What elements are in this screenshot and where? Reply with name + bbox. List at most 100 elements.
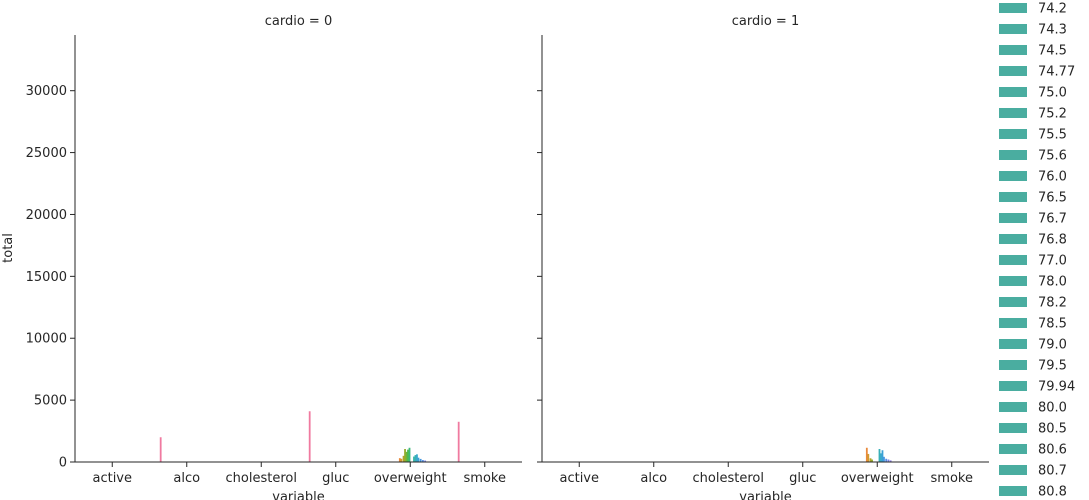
legend-swatch <box>999 423 1027 433</box>
y-axis-title: total <box>1 233 16 263</box>
bar-overweight <box>398 458 401 462</box>
y-tick-label: 10000 <box>26 332 67 347</box>
y-tick-label: 0 <box>59 456 67 471</box>
bar-overweight <box>419 458 422 462</box>
legend-label: 78.0 <box>1038 275 1067 290</box>
x-tick-label: cholesterol <box>226 471 297 486</box>
legend-label: 80.6 <box>1038 443 1067 458</box>
legend-swatch <box>999 444 1027 454</box>
bar-overweight <box>416 454 418 462</box>
bar-gluc <box>308 411 311 462</box>
x-tick-label: smoke <box>464 471 506 486</box>
bar-overweight <box>414 455 417 462</box>
legend-swatch <box>999 402 1027 412</box>
bar-overweight <box>424 460 427 462</box>
legend-swatch <box>999 66 1027 76</box>
legend-swatch <box>999 87 1027 97</box>
bar-overweight <box>402 455 405 462</box>
legend-swatch <box>999 45 1027 55</box>
legend-swatch <box>999 486 1027 496</box>
x-tick-label: overweight <box>841 471 914 486</box>
legend-label: 78.2 <box>1038 296 1067 311</box>
legend-swatch <box>999 276 1027 286</box>
legend-swatch <box>999 255 1027 265</box>
x-tick-label: alco <box>173 471 200 486</box>
legend-swatch <box>999 171 1027 181</box>
legend-label: 74.5 <box>1038 44 1067 59</box>
legend-label: 79.0 <box>1038 338 1067 353</box>
bar-overweight <box>400 458 403 462</box>
legend-swatch <box>999 297 1027 307</box>
bar-overweight <box>404 449 406 462</box>
bar-overweight <box>422 460 424 462</box>
legend-swatch <box>999 24 1027 34</box>
x-tick-label: overweight <box>374 471 447 486</box>
x-tick-label: active <box>92 471 132 486</box>
bar-overweight <box>405 451 408 462</box>
legend-label: 75.0 <box>1038 86 1067 101</box>
x-tick-label: smoke <box>931 471 973 486</box>
legend-label: 79.94 <box>1038 380 1075 395</box>
legend-label: 77.0 <box>1038 254 1067 269</box>
bar-overweight <box>889 460 892 462</box>
bar-overweight <box>881 450 884 462</box>
panel-title: cardio = 1 <box>732 14 799 29</box>
legend-label: 80.5 <box>1038 422 1067 437</box>
x-tick-label: active <box>559 471 599 486</box>
legend-label: 76.5 <box>1038 191 1067 206</box>
y-tick-label: 30000 <box>26 84 67 99</box>
legend-swatch <box>999 360 1027 370</box>
bar-smoke <box>457 421 460 462</box>
legend-label: 75.2 <box>1038 107 1067 122</box>
bar-overweight <box>883 456 885 462</box>
bar-overweight <box>869 458 872 462</box>
legend-swatch <box>999 192 1027 202</box>
x-tick-label: alco <box>640 471 667 486</box>
bar-overweight <box>878 449 881 462</box>
legend-swatch <box>999 465 1027 475</box>
legend-label: 74.77 <box>1038 65 1075 80</box>
legend-swatch <box>999 108 1027 118</box>
legend-label: 74.2 <box>1038 2 1067 17</box>
legend-label: 80.0 <box>1038 401 1067 416</box>
x-axis-title: variable <box>272 490 324 500</box>
x-tick-label: gluc <box>322 471 349 486</box>
legend-label: 75.5 <box>1038 128 1067 143</box>
legend-swatch <box>999 234 1027 244</box>
bar-overweight <box>408 447 411 462</box>
bar-overweight <box>887 459 890 462</box>
legend-label: 74.3 <box>1038 23 1067 38</box>
bar-overweight <box>407 449 409 462</box>
bar-overweight <box>417 457 420 462</box>
bar-overweight <box>865 447 868 462</box>
y-tick-label: 5000 <box>34 394 67 409</box>
bar-alco <box>159 437 162 462</box>
y-tick-label: 15000 <box>26 270 67 285</box>
legend-swatch <box>999 150 1027 160</box>
legend-swatch <box>999 129 1027 139</box>
legend-label: 79.5 <box>1038 359 1067 374</box>
x-tick-label: cholesterol <box>693 471 764 486</box>
legend-swatch <box>999 339 1027 349</box>
legend-label: 76.7 <box>1038 212 1067 227</box>
x-axis-title: variable <box>739 490 791 500</box>
legend-swatch <box>999 318 1027 328</box>
legend-label: 76.0 <box>1038 170 1067 185</box>
legend-label: 76.8 <box>1038 233 1067 248</box>
legend-label: 78.5 <box>1038 317 1067 332</box>
bar-overweight <box>413 456 415 462</box>
y-tick-label: 25000 <box>26 146 67 161</box>
legend-label: 75.6 <box>1038 149 1067 164</box>
bar-overweight <box>885 458 888 462</box>
legend-swatch <box>999 213 1027 223</box>
legend-swatch <box>999 3 1027 13</box>
y-tick-label: 20000 <box>26 208 67 223</box>
bar-overweight <box>867 453 870 462</box>
bar-overweight <box>880 453 882 462</box>
bar-overweight <box>871 459 873 462</box>
legend-swatch <box>999 381 1027 391</box>
legend-label: 80.8 <box>1038 485 1067 500</box>
legend-label: 80.7 <box>1038 464 1067 479</box>
panel-title: cardio = 0 <box>265 14 332 29</box>
